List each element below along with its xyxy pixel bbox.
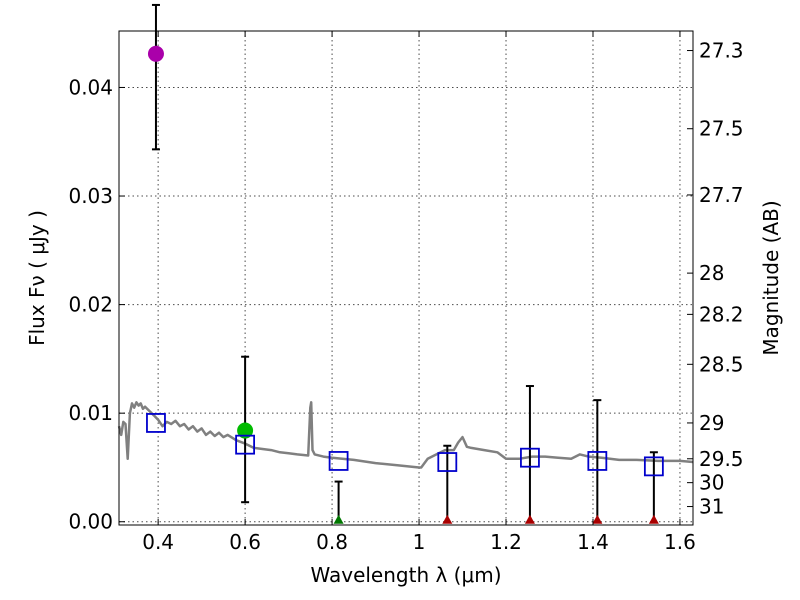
model-band-square xyxy=(437,452,458,472)
upper-limit-obs-upper-1.065 xyxy=(442,514,453,524)
model-band-square xyxy=(235,434,256,455)
y-tick-label: 0.03 xyxy=(68,184,113,208)
x-tick-label: 1 xyxy=(413,530,426,554)
x-tick-label: 0.6 xyxy=(229,530,261,554)
mag-tick-label: 27.5 xyxy=(699,117,744,141)
y-tick-label: 0.00 xyxy=(68,510,113,534)
model-band-square xyxy=(643,456,664,477)
x-tick-label: 1.6 xyxy=(664,530,696,554)
model-spectrum-layer xyxy=(117,401,694,469)
observations-layer xyxy=(147,3,659,524)
mag-tick-label: 27.7 xyxy=(699,183,744,207)
mag-tick-label: 28.2 xyxy=(699,302,744,326)
x-tick-label: 0.4 xyxy=(142,530,174,554)
mag-tick-label: 30 xyxy=(699,471,724,495)
mag-tick-label: 31 xyxy=(699,495,724,519)
model-band-square xyxy=(328,451,349,471)
ticks: 0.4 0.6 0.8 1 1.2 1.4 1.6 0.00 0.01 0.02 0.03 0.04 2… xyxy=(68,31,744,554)
mag-tick-label: 29.5 xyxy=(699,447,744,471)
model-photometry-layer xyxy=(146,413,664,477)
data-point-obs-green xyxy=(237,422,254,439)
upper-limit-obs-upper-0.815 xyxy=(333,514,344,524)
mag-tick-label: 29 xyxy=(699,411,724,435)
mag-tick-label: 28.5 xyxy=(699,352,744,376)
upper-limit-obs-upper-1.255 xyxy=(524,514,535,524)
x-tick-label: 1.4 xyxy=(577,530,609,554)
x-tick-label: 1.2 xyxy=(490,530,522,554)
y-axis-label: Flux Fν ( μJy ) xyxy=(25,210,49,346)
mag-tick-label: 27.3 xyxy=(699,39,744,63)
x-tick-label: 0.8 xyxy=(316,530,348,554)
y-tick-label: 0.04 xyxy=(68,75,113,99)
model-band-square xyxy=(520,447,540,468)
model-band-square xyxy=(146,413,166,433)
x-axis-label: Wavelength λ (μm) xyxy=(310,563,501,587)
plot-frame xyxy=(118,30,694,526)
data-point-obs-violet xyxy=(147,45,164,62)
model-band-square xyxy=(587,451,608,471)
model-spectrum-line xyxy=(117,401,694,469)
mag-tick-label: 28 xyxy=(699,261,724,285)
y-axis-label-right: Magnitude (AB) xyxy=(759,200,783,355)
y-tick-label: 0.01 xyxy=(68,401,113,425)
y-tick-label: 0.02 xyxy=(68,293,113,317)
grid xyxy=(119,31,693,525)
upper-limit-obs-upper-1.41 xyxy=(592,514,603,524)
upper-limit-obs-upper-1.54 xyxy=(648,514,659,524)
